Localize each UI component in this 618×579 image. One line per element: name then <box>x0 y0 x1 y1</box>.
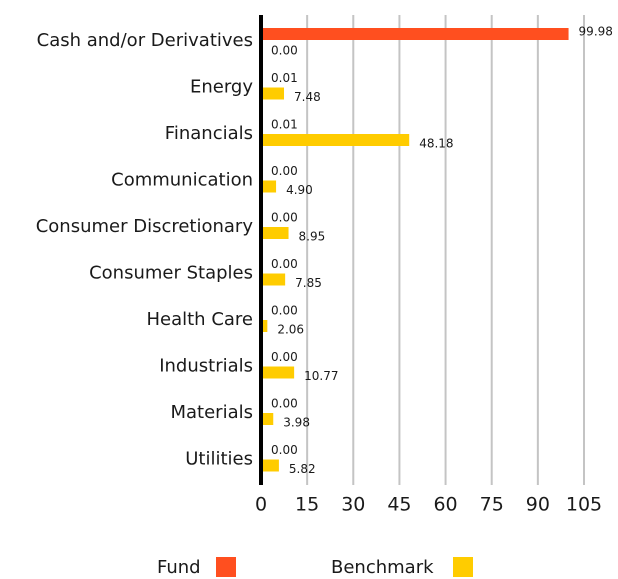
x-tick-label: 15 <box>295 494 319 516</box>
x-tick-label: 30 <box>341 494 365 516</box>
value-label: 3.98 <box>283 416 310 430</box>
value-label: 7.85 <box>295 276 322 290</box>
value-label: 4.90 <box>286 183 313 197</box>
x-tick-label: 60 <box>433 494 457 516</box>
value-label: 7.48 <box>294 90 321 104</box>
bar <box>261 180 277 193</box>
category-label: Materials <box>170 402 253 423</box>
category-label: Cash and/or Derivatives <box>37 30 253 51</box>
value-label: 0.01 <box>271 118 298 132</box>
x-tick-label: 90 <box>526 494 550 516</box>
category-label: Consumer Discretionary <box>36 216 254 237</box>
legend-label: Fund <box>157 557 201 578</box>
x-tick-label: 75 <box>480 494 504 516</box>
value-label: 0.00 <box>271 164 298 178</box>
category-label: Health Care <box>146 309 253 330</box>
value-label: 0.01 <box>271 71 298 85</box>
bar <box>261 87 285 100</box>
value-label: 0.00 <box>271 443 298 457</box>
bar <box>261 273 286 286</box>
value-label: 8.95 <box>299 230 326 244</box>
value-label: 0.00 <box>271 211 298 225</box>
bar <box>261 366 295 379</box>
bar <box>261 320 268 332</box>
x-tick-label: 105 <box>566 494 602 516</box>
value-label: 2.06 <box>277 323 304 337</box>
category-label: Communication <box>111 170 253 191</box>
category-label: Consumer Staples <box>89 263 253 284</box>
category-label: Energy <box>190 77 253 98</box>
bar <box>261 227 289 239</box>
value-label: 5.82 <box>289 462 316 476</box>
value-label: 0.00 <box>271 257 298 271</box>
value-label: 0.00 <box>271 304 298 318</box>
value-label: 0.00 <box>271 397 298 411</box>
legend-swatch <box>216 557 236 577</box>
bar <box>261 459 279 472</box>
value-label: 99.98 <box>579 25 613 39</box>
bar <box>261 28 569 40</box>
legend-swatch <box>453 557 473 577</box>
category-label: Industrials <box>159 356 253 377</box>
bar <box>261 413 274 425</box>
value-label: 0.00 <box>271 44 298 58</box>
category-label: Financials <box>165 123 253 144</box>
value-label: 48.18 <box>419 137 453 151</box>
value-label: 10.77 <box>304 369 338 383</box>
bar <box>261 134 410 146</box>
category-label: Utilities <box>185 449 253 470</box>
x-tick-label: 45 <box>387 494 411 516</box>
value-label: 0.00 <box>271 350 298 364</box>
x-tick-label: 0 <box>255 494 267 516</box>
legend-label: Benchmark <box>331 557 434 578</box>
